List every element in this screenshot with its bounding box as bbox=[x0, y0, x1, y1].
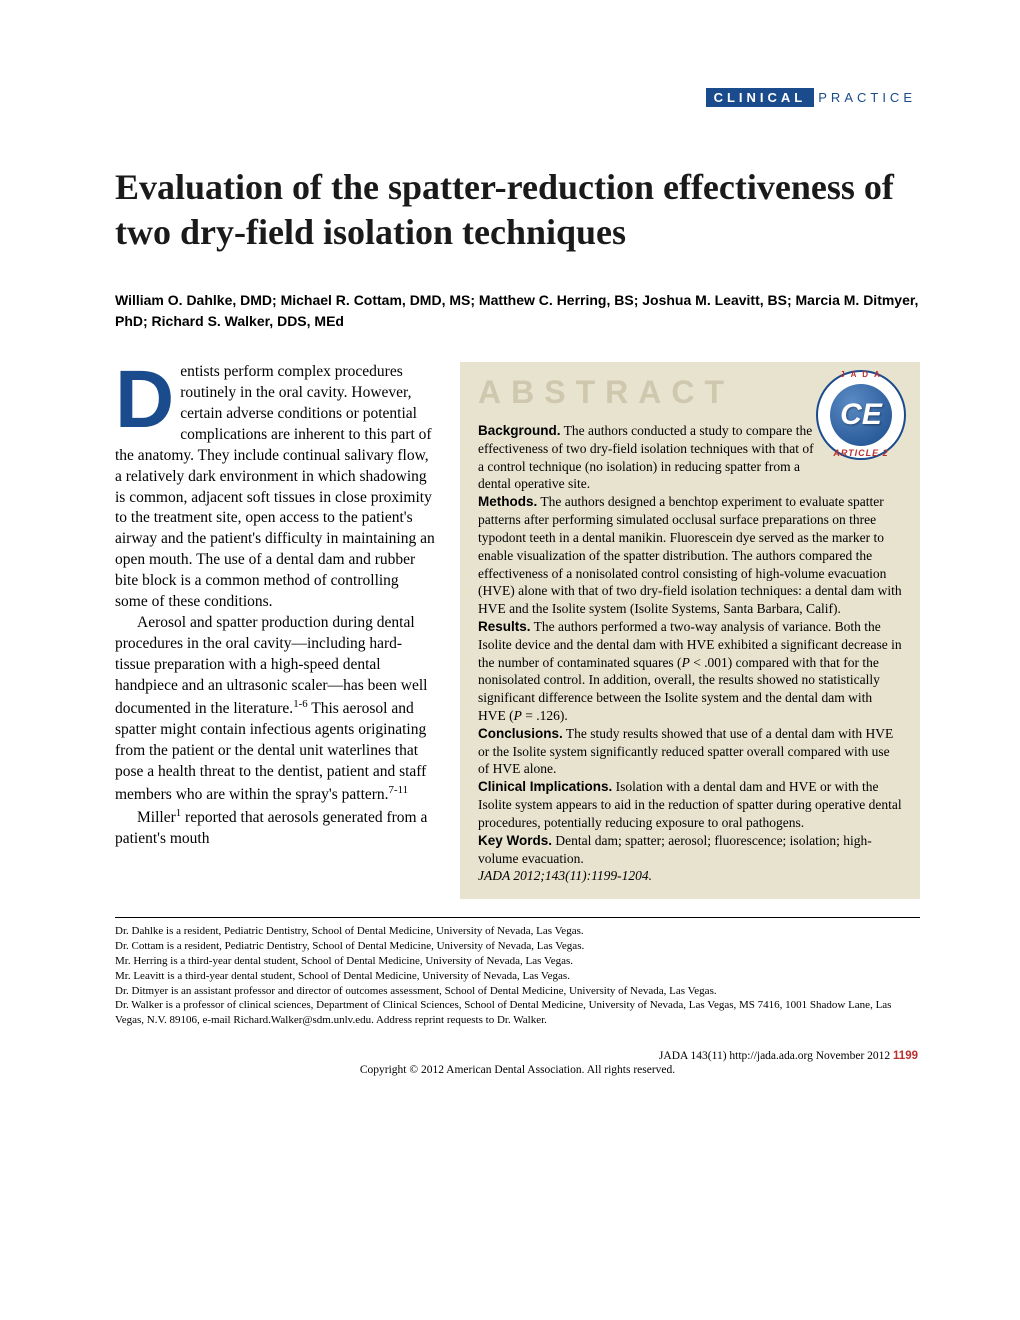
body-paragraph-1: Dentists perform complex procedures rout… bbox=[115, 362, 435, 613]
abstract-methods: Methods. The authors designed a benchtop… bbox=[478, 493, 902, 618]
badge-ce-text: CE bbox=[840, 398, 882, 432]
page-footer: JADA 143(11) http://jada.ada.org Novembe… bbox=[115, 1050, 920, 1076]
affiliation-line: Dr. Ditmyer is an assistant professor an… bbox=[115, 984, 920, 999]
author-list: William O. Dahlke, DMD; Michael R. Cotta… bbox=[115, 290, 920, 332]
tag-practice: PRACTICE bbox=[814, 88, 920, 107]
abstract-conclusions: Conclusions. The study results showed th… bbox=[478, 725, 902, 778]
section-tag: CLINICALPRACTICE bbox=[115, 90, 920, 105]
affiliation-line: Dr. Dahlke is a resident, Pediatric Dent… bbox=[115, 924, 920, 939]
body-paragraph-3: Miller1 reported that aerosols generated… bbox=[115, 806, 435, 850]
body-paragraph-2: Aerosol and spatter production during de… bbox=[115, 613, 435, 806]
article-title: Evaluation of the spatter-reduction effe… bbox=[115, 165, 920, 255]
badge-top-text: J A D A bbox=[816, 370, 906, 379]
affiliations: Dr. Dahlke is a resident, Pediatric Dent… bbox=[115, 917, 920, 1028]
abstract-citation: JADA 2012;143(11):1199-1204. bbox=[478, 867, 902, 885]
tag-clinical: CLINICAL bbox=[706, 88, 815, 107]
body-column: Dentists perform complex procedures rout… bbox=[115, 362, 435, 899]
ce-badge: J A D A CE ARTICLE 2 bbox=[816, 370, 906, 460]
page-number: 1199 bbox=[893, 1050, 918, 1062]
footer-citation: JADA 143(11) http://jada.ada.org Novembe… bbox=[115, 1050, 920, 1062]
badge-bottom-text: ARTICLE 2 bbox=[816, 448, 906, 458]
abstract-clinical: Clinical Implications. Isolation with a … bbox=[478, 778, 902, 831]
abstract-keywords: Key Words. Dental dam; spatter; aerosol;… bbox=[478, 832, 902, 868]
affiliation-line: Dr. Cottam is a resident, Pediatric Dent… bbox=[115, 939, 920, 954]
affiliation-line: Mr. Herring is a third-year dental stude… bbox=[115, 954, 920, 969]
affiliation-line: Dr. Walker is a professor of clinical sc… bbox=[115, 998, 920, 1028]
affiliation-line: Mr. Leavitt is a third-year dental stude… bbox=[115, 969, 920, 984]
abstract-box: ABSTRACT J A D A CE ARTICLE 2 Background… bbox=[460, 362, 920, 899]
footer-copyright: Copyright © 2012 American Dental Associa… bbox=[115, 1064, 920, 1076]
dropcap: D bbox=[115, 362, 180, 433]
abstract-results: Results. The authors performed a two-way… bbox=[478, 618, 902, 725]
